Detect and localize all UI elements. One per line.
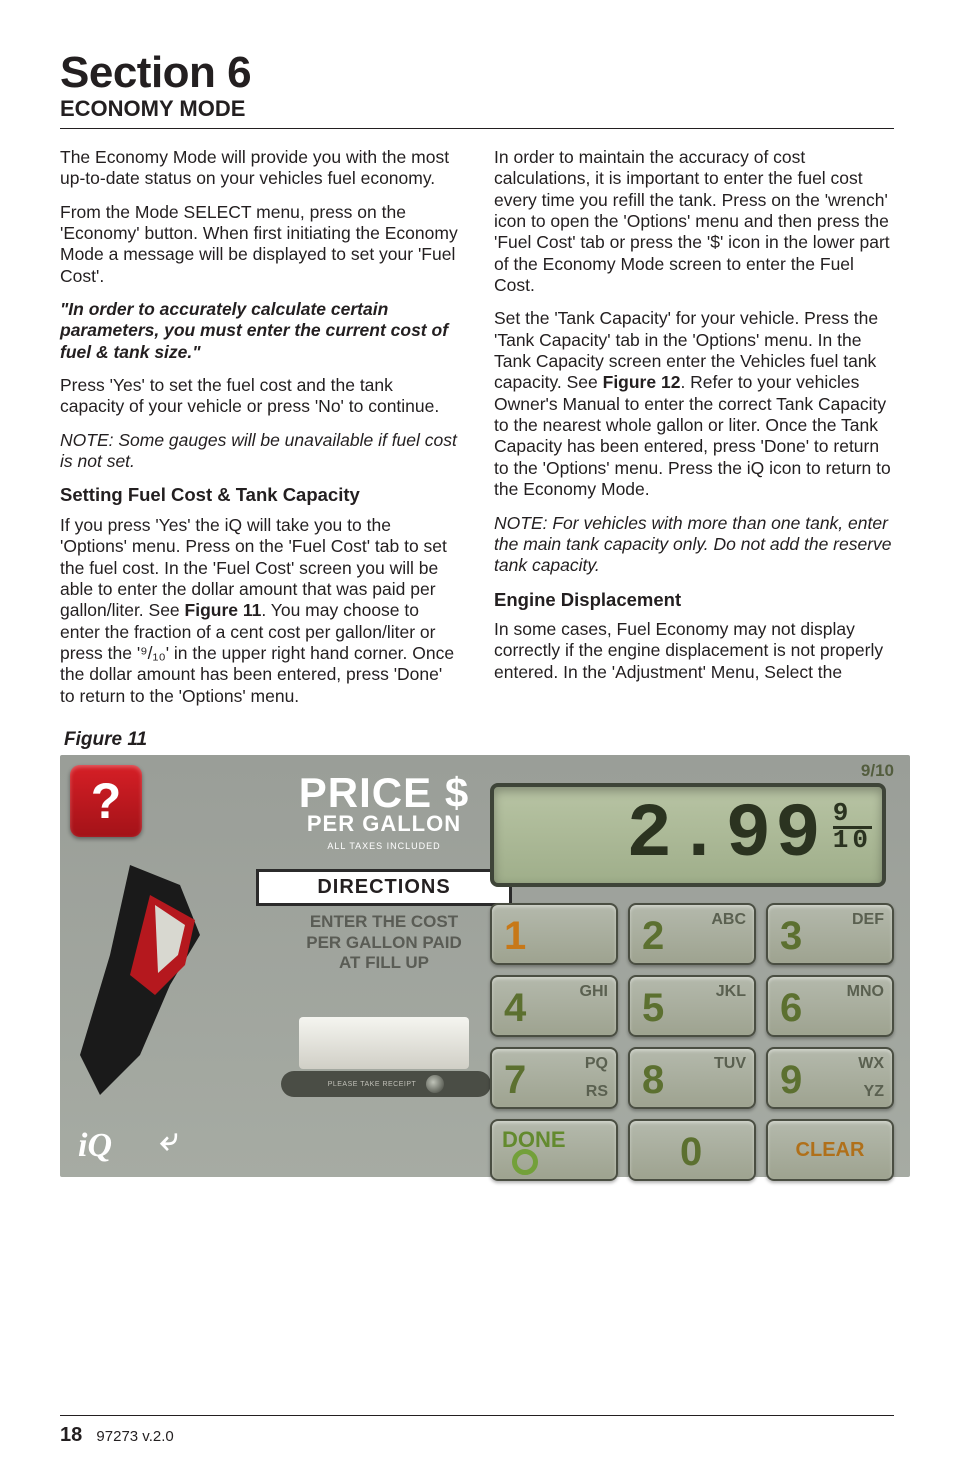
slot-circle-icon	[426, 1075, 444, 1093]
lcd-frac-num: 9	[833, 802, 872, 825]
key-digit: 9	[780, 1058, 802, 1103]
section-title: Section 6	[60, 48, 894, 98]
figure-11-screenshot: ? iQ ⤶ PRICE $ PER GALLON ALL TAXES INCL…	[60, 755, 910, 1177]
body-text: The Economy Mode will provide you with t…	[60, 147, 460, 190]
figure-ref: Figure 12	[603, 372, 681, 392]
lcd-frac-den: 10	[833, 826, 872, 852]
figure-ref: Figure 11	[185, 600, 262, 620]
body-text: If you press 'Yes' the iQ will take you …	[60, 515, 460, 707]
key-letters: PQ	[585, 1055, 608, 1073]
key-6[interactable]: 6 MNO	[766, 975, 894, 1037]
nine-tenths-button[interactable]: 9/10	[861, 761, 894, 781]
key-digit: 1	[504, 914, 526, 959]
body-text: In some cases, Fuel Economy may not disp…	[494, 619, 894, 683]
receipt-slot: PLEASE TAKE RECEIPT	[281, 1071, 491, 1097]
dir-line: AT FILL UP	[256, 953, 512, 973]
key-digit: 8	[642, 1058, 664, 1103]
doc-version: 97273 v.2.0	[96, 1428, 173, 1445]
body-text: From the Mode SELECT menu, press on the …	[60, 202, 460, 287]
key-2[interactable]: 2 ABC	[628, 903, 756, 965]
dir-line: ENTER THE COST	[256, 912, 512, 932]
page-footer: 18 97273 v.2.0	[60, 1415, 894, 1447]
key-digit: 2	[642, 914, 664, 959]
body-text: Press 'Yes' to set the fuel cost and the…	[60, 375, 460, 418]
key-letters: DEF	[852, 911, 884, 929]
note-text: NOTE: Some gauges will be unavailable if…	[60, 430, 460, 473]
done-circle-icon	[512, 1149, 538, 1175]
emphasis-quote: "In order to accurately calculate certai…	[60, 299, 460, 363]
key-letters: ABC	[711, 911, 746, 929]
key-1[interactable]: 1	[490, 903, 618, 965]
left-column: The Economy Mode will provide you with t…	[60, 147, 460, 719]
key-clear[interactable]: CLEAR	[766, 1119, 894, 1181]
directions-header: DIRECTIONS	[256, 869, 512, 906]
key-digit: 5	[642, 986, 664, 1031]
key-letters: WX	[858, 1055, 884, 1073]
key-done[interactable]: DONE	[490, 1119, 618, 1181]
key-letters: JKL	[716, 983, 746, 1001]
key-letters: TUV	[714, 1055, 746, 1073]
header-rule	[60, 128, 894, 129]
fuel-nozzle-icon	[70, 855, 220, 1105]
price-tiny: ALL TAXES INCLUDED	[256, 841, 512, 851]
price-sub: PER GALLON	[256, 811, 512, 837]
columns: The Economy Mode will provide you with t…	[60, 147, 894, 719]
key-digit: 6	[780, 986, 802, 1031]
body-text: In order to maintain the accuracy of cos…	[494, 147, 894, 296]
key-digit: 4	[504, 986, 526, 1031]
key-letters: RS	[586, 1083, 608, 1101]
figure-right-panel: 9/10 2.99 9 10 1 2 ABC 3 DEF 4 GHI 5 JKL 6 MN…	[490, 763, 896, 1181]
key-0[interactable]: 0	[628, 1119, 756, 1181]
iq-logo[interactable]: iQ	[78, 1127, 112, 1165]
dir-line: PER GALLON PAID	[256, 933, 512, 953]
key-letters: YZ	[864, 1083, 884, 1101]
lcd-digits: 2.99 9 10	[626, 792, 872, 878]
key-label: DONE	[502, 1127, 566, 1152]
back-icon[interactable]: ⤶	[160, 1121, 178, 1159]
lcd-fraction: 9 10	[833, 802, 872, 852]
note-text: NOTE: For vehicles with more than one ta…	[494, 513, 894, 577]
directions-text: ENTER THE COST PER GALLON PAID AT FILL U…	[256, 912, 512, 973]
key-letters: GHI	[580, 983, 608, 1001]
subsection-heading: Engine Displacement	[494, 589, 894, 612]
key-letters: MNO	[847, 983, 884, 1001]
key-9[interactable]: 9 WX YZ	[766, 1047, 894, 1109]
page-number: 18	[60, 1424, 82, 1446]
figure-label: Figure 11	[60, 729, 894, 751]
keypad: 1 2 ABC 3 DEF 4 GHI 5 JKL 6 MNO 7 PQ RS 8 TUV 9 W…	[490, 903, 896, 1181]
body-text: Set the 'Tank Capacity' for your vehicle…	[494, 308, 894, 500]
key-8[interactable]: 8 TUV	[628, 1047, 756, 1109]
key-digit: 3	[780, 914, 802, 959]
price-big: PRICE $	[256, 769, 512, 817]
key-3[interactable]: 3 DEF	[766, 903, 894, 965]
section-subtitle: ECONOMY MODE	[60, 96, 894, 122]
figure-left-panel: ?	[70, 765, 210, 1165]
key-digit: 0	[680, 1130, 702, 1175]
key-4[interactable]: 4 GHI	[490, 975, 618, 1037]
slot-label: PLEASE TAKE RECEIPT	[328, 1081, 417, 1088]
figure-mid-panel: PRICE $ PER GALLON ALL TAXES INCLUDED DI…	[256, 769, 512, 1069]
subsection-heading: Setting Fuel Cost & Tank Capacity	[60, 484, 460, 507]
key-5[interactable]: 5 JKL	[628, 975, 756, 1037]
lcd-display: 2.99 9 10	[490, 783, 886, 887]
lcd-value: 2.99	[626, 792, 824, 878]
help-button[interactable]: ?	[70, 765, 142, 837]
price-title: PRICE $ PER GALLON ALL TAXES INCLUDED	[256, 769, 512, 851]
receipt-graphic: PLEASE TAKE RECEIPT	[299, 1017, 469, 1069]
key-digit: 7	[504, 1058, 526, 1103]
key-7[interactable]: 7 PQ RS	[490, 1047, 618, 1109]
right-column: In order to maintain the accuracy of cos…	[494, 147, 894, 719]
